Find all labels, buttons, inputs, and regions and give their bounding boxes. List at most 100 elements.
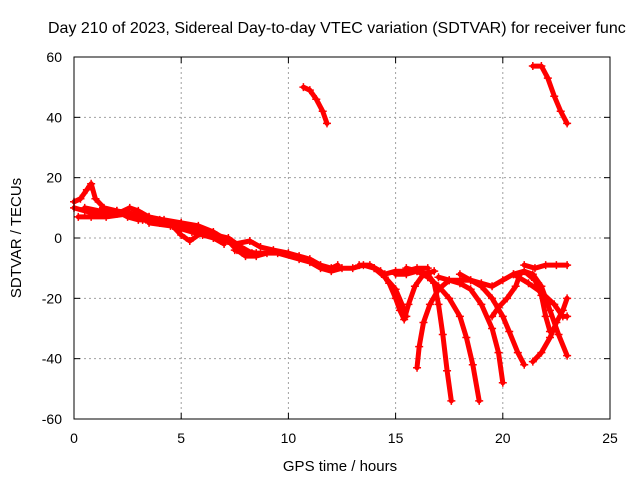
- data-point: [145, 218, 154, 227]
- data-point: [488, 312, 497, 321]
- data-point: [494, 303, 503, 312]
- data-point: [524, 279, 533, 288]
- data-point: [488, 294, 497, 303]
- data-point: [380, 273, 389, 282]
- data-point: [462, 333, 471, 342]
- data-point: [488, 282, 497, 291]
- data-point: [87, 212, 96, 221]
- series-sat-r: [509, 270, 572, 321]
- data-point: [541, 261, 550, 270]
- data-point: [415, 342, 424, 351]
- data-point: [410, 282, 419, 291]
- data-point: [537, 62, 546, 71]
- data-point: [434, 300, 443, 309]
- series-sat-q: [520, 261, 572, 273]
- chart-title: Day 210 of 2023, Sidereal Day-to-day VTE…: [48, 20, 626, 37]
- data-point: [230, 246, 239, 255]
- data-point: [477, 279, 486, 288]
- data-point: [552, 261, 561, 270]
- y-tick-label: -60: [42, 411, 62, 427]
- data-point: [312, 95, 321, 104]
- series-line: [146, 220, 341, 271]
- data-point: [413, 363, 422, 372]
- grid-layer: [74, 57, 610, 419]
- data-point: [541, 312, 550, 321]
- data-point: [455, 270, 464, 279]
- data-point: [563, 261, 572, 270]
- data-point: [425, 300, 434, 309]
- y-tick-label: -40: [42, 351, 62, 367]
- series-sat-c: [74, 209, 256, 258]
- data-point: [550, 300, 559, 309]
- series-sat-p: [528, 294, 572, 366]
- data-point: [466, 276, 475, 285]
- tick-layer: 0 5 10 15 20 25 -60 -40 -20 0 20 40 60: [42, 49, 618, 446]
- data-point: [434, 273, 443, 282]
- x-tick-label: 0: [70, 430, 78, 446]
- data-point: [556, 107, 565, 116]
- data-point: [498, 378, 507, 387]
- series-sat-l: [413, 276, 507, 387]
- data-point: [563, 351, 572, 360]
- data-point: [445, 276, 454, 285]
- x-tick-label: 15: [388, 430, 404, 446]
- series-layer: [70, 62, 572, 405]
- data-point: [125, 203, 134, 212]
- data-point: [455, 312, 464, 321]
- data-point: [477, 300, 486, 309]
- data-point: [488, 324, 497, 333]
- data-point: [513, 348, 522, 357]
- data-point: [520, 360, 529, 369]
- x-tick-label: 20: [495, 430, 511, 446]
- data-point: [563, 294, 572, 303]
- data-point: [528, 62, 537, 71]
- data-point: [299, 83, 308, 92]
- data-point: [398, 300, 407, 309]
- x-axis-label: GPS time / hours: [283, 458, 397, 475]
- data-point: [80, 203, 89, 212]
- data-point: [252, 249, 261, 258]
- data-point: [245, 237, 254, 246]
- data-point: [494, 348, 503, 357]
- data-point: [498, 276, 507, 285]
- data-point: [295, 255, 304, 264]
- y-tick-label: -20: [42, 290, 62, 306]
- data-point: [348, 264, 357, 273]
- data-point: [543, 74, 552, 83]
- data-point: [423, 273, 432, 282]
- data-point: [445, 294, 454, 303]
- data-point: [365, 261, 374, 270]
- data-point: [74, 212, 83, 221]
- series-line: [232, 247, 431, 277]
- data-point: [563, 312, 572, 321]
- data-point: [550, 92, 559, 101]
- data-point: [112, 206, 121, 215]
- data-point: [447, 396, 456, 405]
- y-tick-label: 0: [54, 230, 62, 246]
- data-point: [552, 318, 561, 327]
- data-point: [528, 357, 537, 366]
- data-point: [355, 261, 364, 270]
- y-tick-label: 40: [46, 109, 62, 125]
- data-point: [91, 194, 100, 203]
- series-line: [436, 274, 527, 368]
- data-point: [256, 243, 265, 252]
- data-point: [498, 312, 507, 321]
- data-point: [402, 312, 411, 321]
- data-point: [166, 221, 175, 230]
- data-point: [370, 264, 379, 273]
- x-tick-label: 10: [281, 430, 297, 446]
- data-point: [537, 348, 546, 357]
- data-point: [563, 119, 572, 128]
- data-point: [545, 306, 554, 315]
- data-point: [402, 264, 411, 273]
- data-point: [505, 327, 514, 336]
- data-point: [322, 119, 331, 128]
- data-point: [102, 212, 111, 221]
- data-point: [316, 264, 325, 273]
- data-point: [503, 294, 512, 303]
- data-point: [130, 209, 139, 218]
- y-tick-label: 60: [46, 49, 62, 65]
- data-point: [177, 230, 186, 239]
